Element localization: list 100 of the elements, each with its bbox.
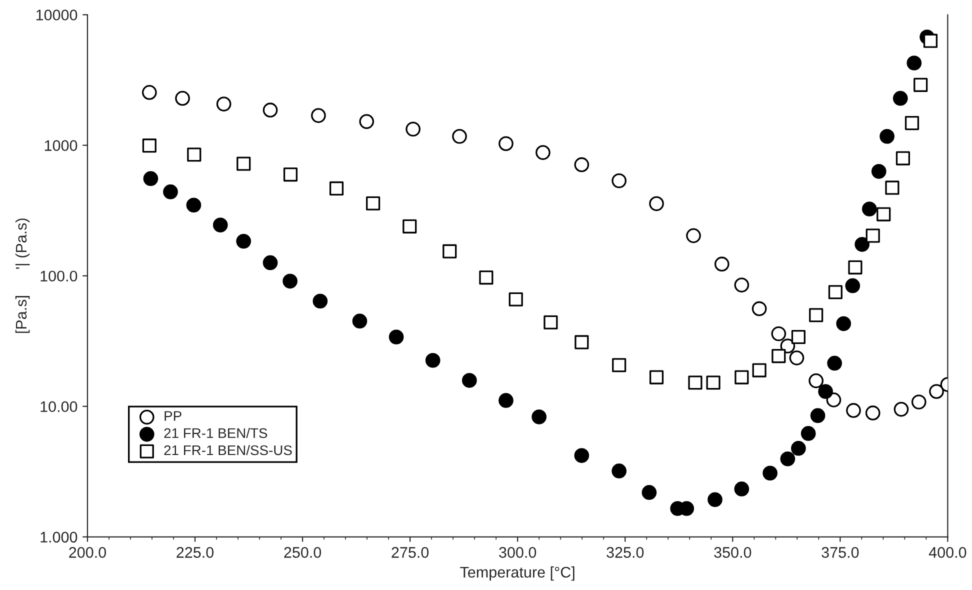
x-tick-label: 250.0 — [284, 547, 322, 558]
point — [818, 384, 833, 399]
y-axis-title: [Pa.s] '| (Pa.s) — [15, 218, 30, 333]
point — [848, 260, 862, 274]
point — [612, 464, 627, 478]
point — [894, 402, 909, 417]
point — [923, 34, 938, 48]
point — [929, 384, 944, 399]
point — [544, 315, 558, 330]
point — [262, 255, 278, 270]
point — [142, 138, 156, 153]
point — [904, 116, 920, 130]
point — [892, 90, 908, 106]
y-tick-label: 100.0 — [40, 270, 78, 282]
y-tick-label: 1.000 — [40, 532, 78, 543]
point — [789, 350, 804, 366]
point — [762, 466, 778, 481]
point — [771, 326, 786, 342]
point — [642, 485, 657, 500]
point — [452, 128, 467, 144]
point — [536, 145, 550, 160]
x-tick-label: 350.0 — [714, 547, 752, 558]
point — [734, 370, 749, 384]
x-tick-label: 375.0 — [822, 547, 859, 558]
point — [734, 278, 750, 292]
point — [871, 164, 886, 179]
point — [876, 207, 891, 222]
x-tick-label: 225.0 — [176, 547, 214, 558]
x-tick-label: 200.0 — [69, 547, 106, 558]
legend-label: 21 FR-1 BEN/SS-US — [164, 444, 292, 456]
point — [175, 90, 190, 106]
point — [911, 394, 926, 410]
point — [845, 278, 860, 294]
point — [479, 270, 494, 285]
legend-label: 21 FR-1 BEN/TS — [164, 428, 268, 438]
point — [706, 376, 720, 390]
point — [906, 56, 922, 70]
point — [836, 316, 852, 332]
point — [236, 156, 251, 171]
x-tick-label: 275.0 — [392, 547, 429, 558]
point — [885, 180, 900, 195]
point — [366, 196, 380, 210]
point — [791, 440, 806, 456]
point — [649, 196, 664, 212]
point — [612, 358, 626, 372]
point — [752, 301, 767, 316]
point — [810, 408, 826, 423]
y-tick-label: 10.00 — [40, 401, 78, 412]
point — [772, 348, 786, 364]
point — [283, 167, 298, 182]
point — [402, 219, 417, 234]
point — [862, 202, 877, 216]
point — [574, 157, 590, 172]
point — [846, 403, 861, 418]
point — [708, 492, 722, 508]
point — [143, 171, 158, 186]
point — [329, 181, 344, 196]
point — [809, 308, 824, 322]
point — [212, 218, 228, 232]
point — [574, 448, 590, 463]
point — [282, 274, 298, 289]
point — [388, 330, 404, 344]
x-tick-label: 400.0 — [928, 547, 966, 558]
point — [827, 356, 842, 371]
point — [498, 393, 514, 408]
point — [828, 285, 842, 300]
point — [442, 244, 457, 258]
point — [808, 373, 824, 388]
point — [498, 136, 514, 152]
point — [532, 410, 547, 424]
x-tick-label: 300.0 — [499, 547, 536, 558]
point — [311, 108, 326, 123]
point — [649, 370, 664, 384]
point — [312, 294, 328, 309]
legend-label: PP — [164, 411, 182, 421]
point — [914, 78, 928, 92]
point — [714, 256, 730, 272]
point — [734, 482, 750, 496]
point — [612, 173, 627, 188]
point — [854, 237, 870, 252]
point — [142, 85, 157, 100]
x-axis-title: Temperature [°C] — [460, 566, 574, 581]
point — [187, 148, 202, 162]
point — [352, 314, 368, 329]
point — [236, 234, 252, 249]
point — [780, 451, 796, 466]
point — [425, 352, 440, 368]
y-tick-label: 10000 — [36, 10, 78, 20]
point — [791, 330, 806, 344]
point — [359, 114, 374, 129]
point — [866, 228, 880, 243]
point — [406, 122, 420, 137]
y-tick-label: 1000 — [44, 140, 78, 151]
point — [800, 426, 816, 441]
point — [865, 406, 880, 420]
point — [688, 376, 702, 390]
point — [163, 184, 178, 200]
point — [262, 102, 278, 118]
point — [216, 96, 232, 112]
point — [462, 373, 477, 388]
